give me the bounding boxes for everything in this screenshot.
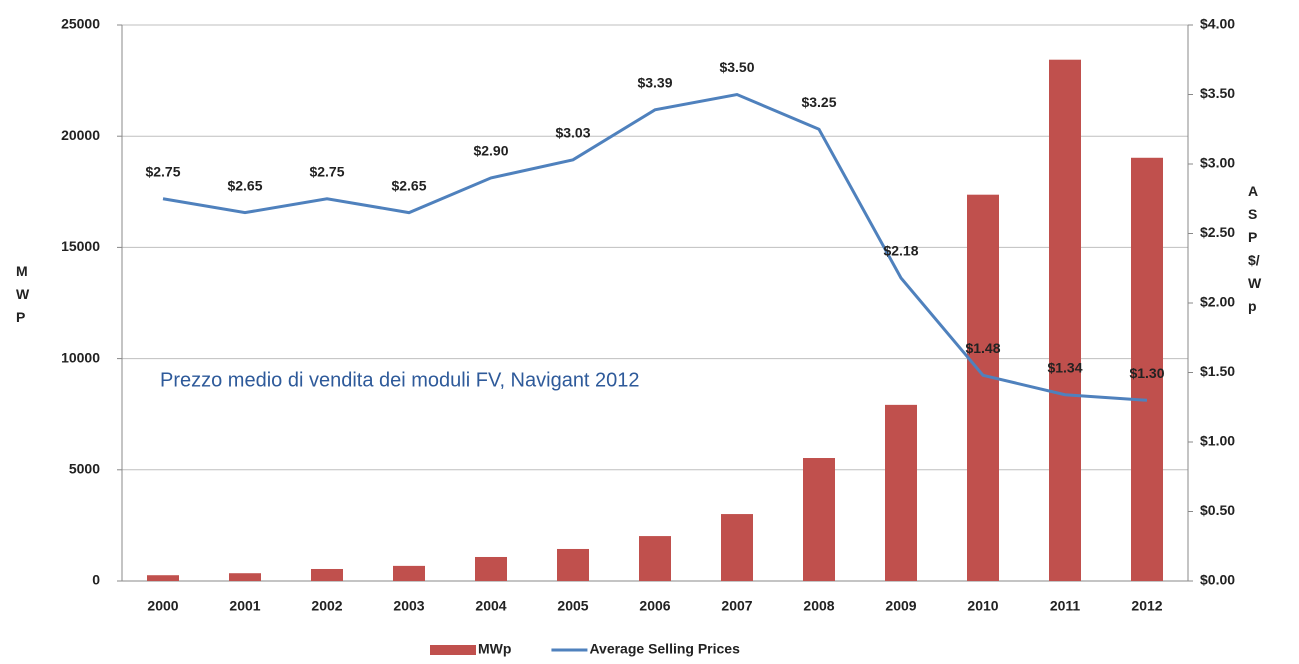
y-tick-label: 0 (92, 572, 100, 588)
x-tick-label: 2003 (393, 598, 424, 614)
y2-tick-label: $3.50 (1200, 85, 1235, 101)
bar (1131, 157, 1163, 581)
y2-tick-label: $2.00 (1200, 294, 1235, 310)
y-tick-label: 20000 (61, 127, 100, 143)
x-tick-label: 2006 (639, 598, 670, 614)
x-tick-label: 2002 (311, 598, 342, 614)
line (162, 92, 1148, 402)
bar (885, 404, 917, 581)
bar (557, 548, 589, 581)
y-tick-label: 25000 (61, 16, 100, 32)
y2-tick-label: $0.50 (1200, 502, 1235, 518)
y2-tick-label: $4.00 (1200, 16, 1235, 32)
data-label: $3.50 (719, 59, 754, 75)
x-tick-label: 2004 (475, 598, 506, 614)
bar (311, 568, 343, 581)
bar (475, 556, 507, 581)
bar (721, 514, 753, 581)
data-label: $2.18 (883, 243, 918, 259)
x-tick-label: 2005 (557, 598, 588, 614)
bar (229, 573, 261, 581)
data-label: $2.90 (473, 143, 508, 159)
data-label: $3.39 (637, 74, 672, 90)
y2-tick-label: $3.00 (1200, 155, 1235, 171)
data-label: $2.65 (391, 177, 426, 193)
data-label: $1.48 (965, 340, 1000, 356)
x-tick-label: 2012 (1131, 598, 1162, 614)
y2-tick-label: $1.00 (1200, 433, 1235, 449)
data-label: $1.30 (1129, 365, 1164, 381)
x-tick-label: 2007 (721, 598, 752, 614)
x-tick-label: 2010 (967, 598, 998, 614)
data-label: $2.65 (227, 177, 262, 193)
bar (639, 536, 671, 581)
bar (967, 194, 999, 581)
legend-swatch (430, 645, 476, 655)
data-label: $2.75 (309, 163, 344, 179)
y-axis-label: MWP (16, 263, 30, 325)
data-label: $3.03 (555, 125, 590, 141)
y2-tick-label: $2.50 (1200, 224, 1235, 240)
x-tick-label: 2001 (229, 598, 260, 614)
x-tick-label: 2009 (885, 598, 916, 614)
x-tick-label: 2008 (803, 598, 834, 614)
data-label: $2.75 (145, 163, 180, 179)
y2-tick-label: $1.50 (1200, 363, 1235, 379)
data-label: $3.25 (801, 94, 836, 110)
x-tick-label: 2000 (147, 598, 178, 614)
bar (1049, 59, 1081, 582)
y2-axis-label: ASP $/Wp (1248, 183, 1262, 314)
bar (393, 565, 425, 581)
data-label: $1.34 (1047, 359, 1082, 375)
y-tick-label: 10000 (61, 349, 100, 365)
legend-label: Average Selling Prices (589, 641, 740, 657)
bar (803, 458, 835, 581)
x-tick-label: 2011 (1050, 598, 1081, 614)
annotation: Prezzo medio di vendita dei moduli FV, N… (160, 369, 640, 391)
y-tick-label: 5000 (69, 461, 100, 477)
bar (147, 575, 179, 581)
y2-tick-label: $0.00 (1200, 572, 1235, 588)
y-tick-label: 15000 (61, 238, 100, 254)
legend-label: MWp (478, 641, 511, 657)
